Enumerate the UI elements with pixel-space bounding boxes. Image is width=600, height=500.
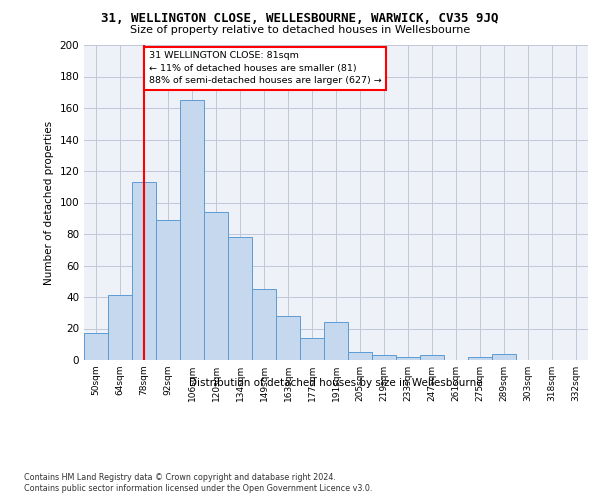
Bar [276, 316, 300, 360]
Bar [84, 333, 108, 360]
Text: Contains public sector information licensed under the Open Government Licence v3: Contains public sector information licen… [24, 484, 373, 493]
Bar [132, 182, 156, 360]
Bar [204, 212, 228, 360]
Text: Distribution of detached houses by size in Wellesbourne: Distribution of detached houses by size … [189, 378, 483, 388]
Bar [324, 322, 348, 360]
Text: 31, WELLINGTON CLOSE, WELLESBOURNE, WARWICK, CV35 9JQ: 31, WELLINGTON CLOSE, WELLESBOURNE, WARW… [101, 12, 499, 26]
Bar [300, 338, 324, 360]
Bar [396, 357, 420, 360]
Bar [492, 354, 516, 360]
Bar [348, 352, 372, 360]
Bar [252, 289, 276, 360]
Bar [228, 237, 252, 360]
Bar [156, 220, 180, 360]
Y-axis label: Number of detached properties: Number of detached properties [44, 120, 54, 284]
Bar [372, 356, 396, 360]
Text: 31 WELLINGTON CLOSE: 81sqm
← 11% of detached houses are smaller (81)
88% of semi: 31 WELLINGTON CLOSE: 81sqm ← 11% of deta… [149, 52, 382, 86]
Text: Size of property relative to detached houses in Wellesbourne: Size of property relative to detached ho… [130, 25, 470, 35]
Bar [180, 100, 204, 360]
Text: Contains HM Land Registry data © Crown copyright and database right 2024.: Contains HM Land Registry data © Crown c… [24, 472, 336, 482]
Bar [468, 357, 492, 360]
Bar [420, 356, 444, 360]
Bar [108, 296, 132, 360]
